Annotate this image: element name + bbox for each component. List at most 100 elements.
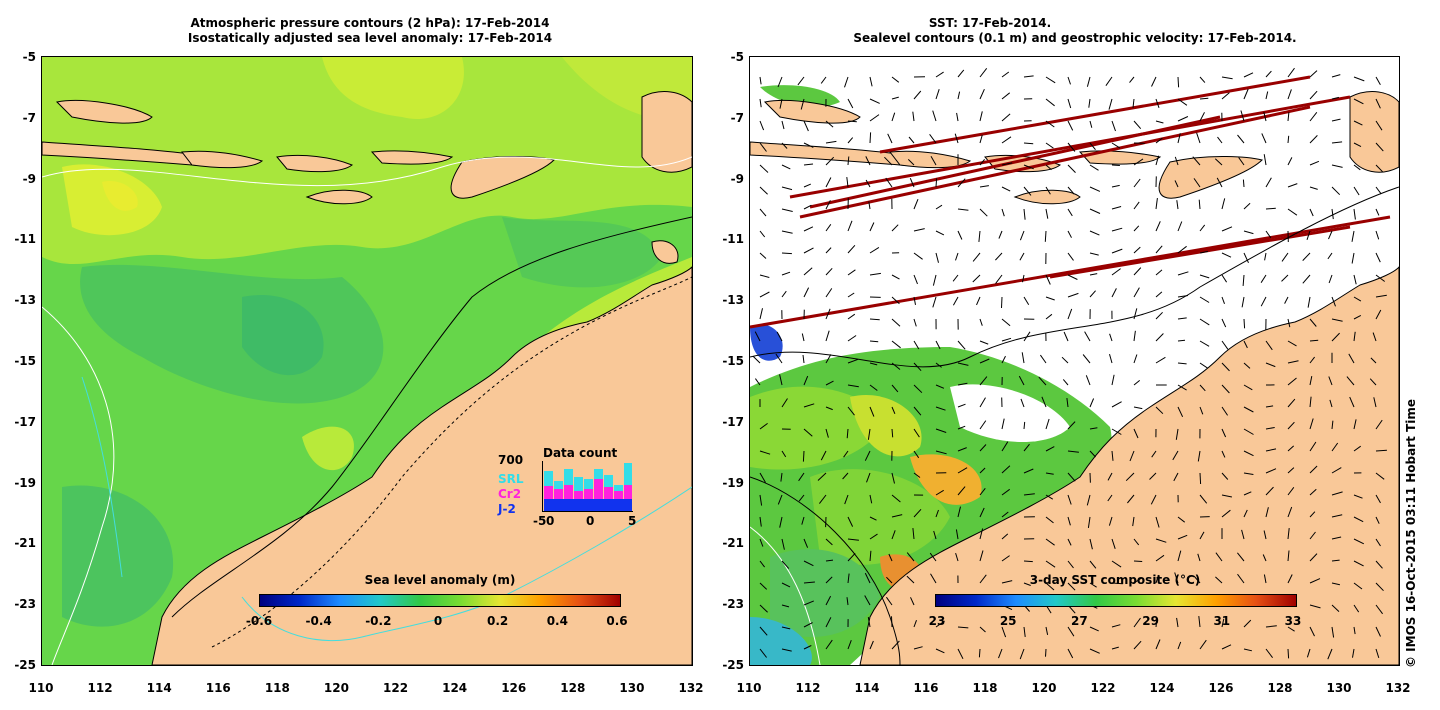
velocity-arrow (798, 472, 805, 482)
velocity-arrow (1151, 450, 1157, 458)
legend-series-j2: J-2 (498, 502, 516, 516)
velocity-arrow (1261, 133, 1267, 144)
velocity-arrow (1309, 318, 1317, 327)
velocity-arrow (1353, 626, 1356, 635)
velocity-arrow (913, 384, 923, 394)
velocity-arrow (1309, 578, 1321, 584)
velocity-arrow (1089, 120, 1093, 128)
velocity-arrow (1243, 252, 1249, 264)
data-count-xtick-3: 0 (586, 514, 595, 528)
velocity-arrow (803, 120, 809, 132)
velocity-arrow (1331, 296, 1336, 307)
left-title-line2: Isostatically adjusted sea level anomaly… (187, 31, 553, 45)
velocity-arrow (1001, 580, 1013, 584)
velocity-arrow (759, 494, 763, 506)
velocity-arrow (781, 290, 787, 298)
velocity-arrow (1086, 76, 1091, 87)
velocity-arrow (1023, 493, 1035, 496)
velocity-arrow (1023, 164, 1034, 170)
velocity-arrow (1309, 511, 1316, 518)
velocity-arrow (1001, 71, 1010, 78)
velocity-arrow (1111, 538, 1116, 549)
velocity-arrow (1089, 648, 1100, 654)
velocity-arrow (1177, 384, 1187, 391)
sea-level-anomaly-map[interactable] (41, 56, 693, 666)
velocity-arrow (759, 472, 766, 483)
right-y-tick: -23 (722, 597, 744, 612)
velocity-arrow (1353, 494, 1363, 499)
velocity-arrow (1309, 418, 1314, 430)
velocity-arrow (781, 208, 793, 212)
velocity-arrow (1328, 274, 1333, 284)
velocity-arrow (1111, 646, 1119, 650)
velocity-arrow (1023, 75, 1034, 78)
velocity-arrow (1155, 333, 1164, 342)
velocity-arrow (932, 274, 937, 286)
velocity-arrow (844, 76, 849, 88)
velocity-arrow (1237, 573, 1245, 584)
velocity-arrow (825, 330, 830, 342)
velocity-arrow (864, 450, 871, 461)
velocity-arrow (891, 384, 899, 393)
velocity-arrow (1045, 164, 1052, 171)
velocity-arrow (803, 645, 812, 650)
velocity-arrow (1287, 506, 1293, 518)
right-y-tick: -9 (730, 171, 744, 186)
velocity-arrow (1243, 362, 1251, 369)
velocity-arrow (1287, 626, 1295, 632)
velocity-arrow (869, 98, 880, 104)
velocity-arrow (1309, 111, 1318, 122)
velocity-arrow (1111, 428, 1122, 435)
velocity-arrow (909, 178, 915, 188)
velocity-arrow (1193, 575, 1201, 584)
velocity-arrow (957, 178, 966, 188)
velocity-arrow (910, 597, 915, 606)
velocity-arrow (1089, 398, 1095, 408)
velocity-arrow (979, 420, 987, 430)
velocity-arrow (1287, 421, 1295, 430)
velocity-arrow (1023, 468, 1034, 474)
velocity-arrow (759, 98, 762, 108)
velocity-arrow (803, 226, 814, 232)
velocity-arrow (1084, 331, 1091, 342)
velocity-arrow (1133, 560, 1143, 562)
velocity-arrow (1260, 274, 1267, 283)
velocity-arrow (1173, 472, 1179, 482)
velocity-arrow (1111, 164, 1120, 166)
velocity-arrow (884, 156, 893, 166)
velocity-arrow (1045, 142, 1054, 149)
velocity-arrow (1281, 274, 1289, 282)
velocity-arrow (1353, 98, 1364, 105)
velocity-arrow (1067, 252, 1074, 261)
velocity-arrow (825, 380, 834, 386)
velocity-arrow (1089, 273, 1098, 276)
velocity-arrow (1133, 158, 1144, 166)
velocity-arrow (1375, 164, 1384, 173)
right-x-tick: 114 (854, 681, 880, 695)
velocity-arrow (844, 494, 849, 505)
velocity-arrow (1375, 230, 1380, 240)
velocity-arrow (913, 508, 922, 518)
velocity-arrow (1133, 354, 1138, 364)
velocity-arrow (1177, 133, 1181, 144)
velocity-arrow (1221, 318, 1227, 328)
velocity-arrow (1331, 164, 1343, 168)
velocity-arrow (885, 596, 893, 606)
velocity-arrow (1067, 186, 1075, 195)
left-x-tick: 128 (560, 681, 586, 695)
velocity-arrow (913, 90, 922, 100)
velocity-arrow (803, 600, 814, 606)
sst-velocity-map[interactable] (749, 56, 1400, 666)
velocity-arrow (1174, 180, 1179, 188)
velocity-arrow (1155, 538, 1167, 543)
right-y-tick: -15 (722, 354, 744, 368)
velocity-arrow (1067, 274, 1078, 280)
velocity-arrow (1021, 352, 1025, 364)
velocity-arrow (995, 274, 1003, 284)
velocity-arrow (1125, 472, 1135, 482)
velocity-arrow (1287, 528, 1290, 540)
velocity-arrow (1221, 644, 1232, 650)
velocity-arrow (1133, 380, 1141, 386)
velocity-arrow (979, 88, 985, 100)
left-x-tick: 132 (678, 681, 704, 695)
